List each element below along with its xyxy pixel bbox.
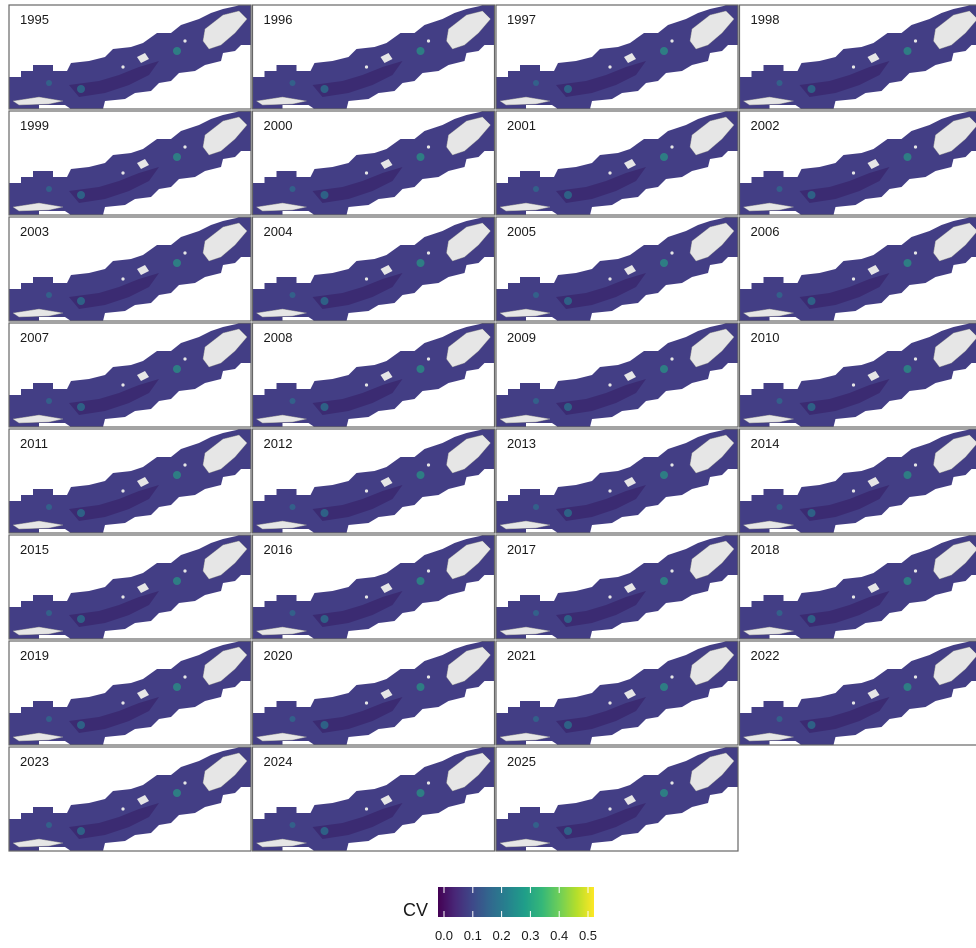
panel: 2002 <box>740 111 976 215</box>
panel: 2000 <box>253 111 495 215</box>
panel-label: 2020 <box>264 648 293 663</box>
panel-label: 1998 <box>751 12 780 27</box>
legend-tick-label: 0.5 <box>579 928 597 943</box>
panel-label: 2000 <box>264 118 293 133</box>
panel-label: 2006 <box>751 224 780 239</box>
color-bar <box>438 887 594 917</box>
panel-label: 2016 <box>264 542 293 557</box>
panel: 2005 <box>496 217 738 321</box>
panel-label: 2021 <box>507 648 536 663</box>
panel-label: 2001 <box>507 118 536 133</box>
panel: 2012 <box>253 429 495 533</box>
panel: 2006 <box>740 217 976 321</box>
legend-tick-label: 0.1 <box>464 928 482 943</box>
panel: 2015 <box>9 535 251 639</box>
panel-label: 2012 <box>264 436 293 451</box>
panel: 2019 <box>9 641 251 745</box>
panel: 2025 <box>496 747 738 851</box>
legend-tick-label: 0.3 <box>521 928 539 943</box>
panel-label: 2011 <box>20 436 48 451</box>
panel-label: 1997 <box>507 12 536 27</box>
figure: 1995 1996 1997 1998 1999 2000 2001 2002 2003 2004… <box>0 0 976 948</box>
panel-label: 2015 <box>20 542 49 557</box>
panel-label: 2022 <box>751 648 780 663</box>
panel: 2013 <box>496 429 738 533</box>
panel-label: 2017 <box>507 542 536 557</box>
panel-label: 2003 <box>20 224 49 239</box>
panel: 2004 <box>253 217 495 321</box>
panel: 2001 <box>496 111 738 215</box>
panel-label: 2009 <box>507 330 536 345</box>
panel-label: 2019 <box>20 648 49 663</box>
legend-tick-label: 0.4 <box>550 928 568 943</box>
panel: 2008 <box>253 323 495 427</box>
panel-label: 2025 <box>507 754 536 769</box>
panel-label: 1995 <box>20 12 49 27</box>
panel: 2021 <box>496 641 738 745</box>
panel-label: 2014 <box>751 436 780 451</box>
legend-tick-label: 0.0 <box>435 928 453 943</box>
page: {"panels": ["1995","1996","1997","1998",… <box>0 0 976 948</box>
panel-label: 2010 <box>751 330 780 345</box>
panel: 2007 <box>9 323 251 427</box>
panel: 2022 <box>740 641 976 745</box>
legend: CV 0.0 0.1 0.2 0.3 0.4 0.5 <box>403 887 597 943</box>
panel-label: 2005 <box>507 224 536 239</box>
panel: 2020 <box>253 641 495 745</box>
panel-label: 2024 <box>264 754 293 769</box>
panel-label: 1996 <box>264 12 293 27</box>
panel: 2017 <box>496 535 738 639</box>
panel-label: 2002 <box>751 118 780 133</box>
panel: 2016 <box>253 535 495 639</box>
panel: 2023 <box>9 747 251 851</box>
panel: 2014 <box>740 429 976 533</box>
panel-label: 2023 <box>20 754 49 769</box>
panel: 2009 <box>496 323 738 427</box>
panel: 1997 <box>496 5 738 109</box>
legend-tick-label: 0.2 <box>493 928 511 943</box>
panel-label: 2013 <box>507 436 536 451</box>
panel: 1999 <box>9 111 251 215</box>
panel-label: 2004 <box>264 224 293 239</box>
panel: 1995 <box>9 5 251 109</box>
panel: 1998 <box>740 5 976 109</box>
panel-label: 1999 <box>20 118 49 133</box>
panel: 1996 <box>253 5 495 109</box>
panel-label: 2007 <box>20 330 49 345</box>
panel: 2003 <box>9 217 251 321</box>
panel-label: 2018 <box>751 542 780 557</box>
panel: 2011 <box>9 429 251 533</box>
legend-title: CV <box>403 900 428 920</box>
panel: 2018 <box>740 535 976 639</box>
facet-grid: 1995 1996 1997 1998 1999 2000 2001 2002 2003 2004… <box>9 5 976 851</box>
panel: 2010 <box>740 323 976 427</box>
panel-label: 2008 <box>264 330 293 345</box>
panel: 2024 <box>253 747 495 851</box>
